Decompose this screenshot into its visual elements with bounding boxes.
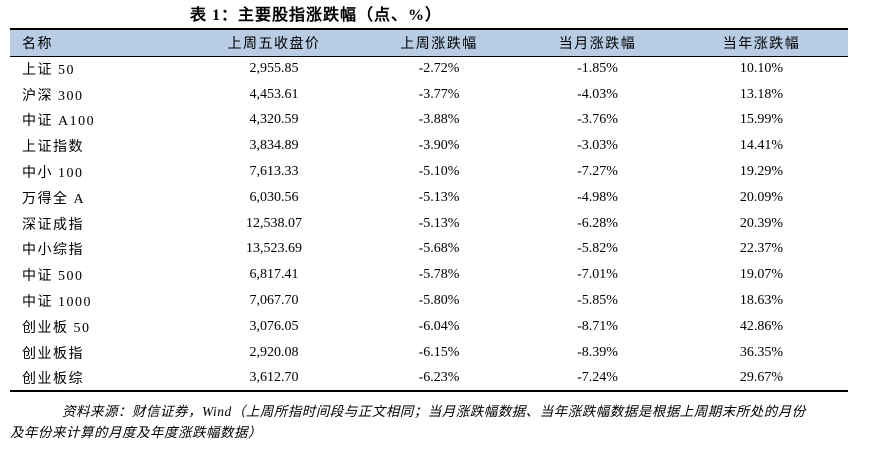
cell-name: 创业板指 — [22, 346, 84, 362]
cell-month: -7.24% — [577, 369, 618, 385]
cell-name: 中证 A100 — [22, 114, 96, 130]
cell-month: -4.98% — [577, 189, 618, 205]
cell-week: -5.13% — [418, 189, 460, 205]
cell-name: 创业板综 — [22, 371, 84, 387]
cell-close: 2,920.08 — [249, 344, 299, 360]
cell-week: -5.13% — [418, 215, 460, 231]
cell-name: 万得全 A — [22, 191, 86, 207]
cell-month: -3.76% — [577, 112, 618, 128]
cell-name: 创业板 50 — [22, 320, 91, 336]
cell-close: 4,320.59 — [249, 112, 299, 128]
cell-year: 15.99% — [739, 112, 784, 128]
cell-close: 3,834.89 — [249, 138, 299, 154]
cell-month: -4.03% — [577, 86, 618, 102]
cell-week: -6.04% — [418, 318, 460, 334]
table-row: 创业板综 3,612.70 -6.23% -7.24% 29.67% — [10, 366, 848, 392]
cell-month: -5.82% — [577, 241, 618, 257]
cell-close: 6,030.56 — [249, 189, 299, 205]
cell-name: 上证 50 — [22, 63, 75, 79]
cell-month: -8.39% — [577, 344, 618, 360]
table-row: 沪深 300 4,453.61 -3.77% -4.03% 13.18% — [10, 82, 848, 108]
cell-name: 深证成指 — [22, 217, 84, 233]
header-year-change: 当年涨跌幅 — [722, 36, 801, 52]
table-row: 上证 50 2,955.85 -2.72% -1.85% 10.10% — [10, 56, 848, 82]
cell-close: 6,817.41 — [249, 267, 299, 283]
header-name: 名称 — [22, 36, 53, 52]
cell-close: 12,538.07 — [246, 215, 302, 231]
cell-year: 19.29% — [739, 164, 784, 180]
cell-name: 中证 1000 — [22, 295, 92, 311]
cell-week: -5.68% — [418, 241, 460, 257]
table-row: 中证 1000 7,067.70 -5.80% -5.85% 18.63% — [10, 288, 848, 314]
cell-name: 上证指数 — [22, 140, 84, 156]
header-close-price: 上周五收盘价 — [227, 36, 321, 52]
cell-name: 中小 100 — [22, 166, 84, 182]
source-footnote: 资料来源：财信证券，Wind（上周所指时间段与正文相同；当月涨跌幅数据、当年涨跌… — [10, 401, 855, 443]
cell-year: 42.86% — [739, 318, 784, 334]
cell-week: -2.72% — [418, 61, 460, 77]
cell-week: -5.80% — [418, 293, 460, 309]
cell-year: 19.07% — [739, 267, 784, 283]
table-row: 中小综指 13,523.69 -5.68% -5.82% 22.37% — [10, 237, 848, 263]
table-row: 创业板 50 3,076.05 -6.04% -8.71% 42.86% — [10, 314, 848, 340]
cell-month: -8.71% — [577, 318, 618, 334]
table-row: 中证 A100 4,320.59 -3.88% -3.76% 15.99% — [10, 108, 848, 134]
cell-month: -1.85% — [577, 61, 618, 77]
table-row: 中小 100 7,613.33 -5.10% -7.27% 19.29% — [10, 159, 848, 185]
cell-close: 2,955.85 — [249, 61, 299, 77]
cell-week: -3.90% — [418, 138, 460, 154]
cell-year: 13.18% — [739, 86, 784, 102]
table-row: 深证成指 12,538.07 -5.13% -6.28% 20.39% — [10, 211, 848, 237]
table-title: 表 1：主要股指涨跌幅（点、%） — [190, 7, 443, 24]
cell-close: 3,612.70 — [249, 369, 299, 385]
cell-month: -7.01% — [577, 267, 618, 283]
cell-close: 4,453.61 — [249, 86, 299, 102]
table-row: 上证指数 3,834.89 -3.90% -3.03% 14.41% — [10, 133, 848, 159]
cell-year: 22.37% — [739, 241, 784, 257]
header-week-change: 上周涨跌幅 — [400, 36, 478, 52]
cell-name: 中小综指 — [22, 243, 84, 259]
header-month-change: 当月涨跌幅 — [558, 36, 637, 52]
cell-close: 3,076.05 — [249, 318, 299, 334]
cell-week: -3.77% — [418, 86, 460, 102]
cell-week: -6.15% — [418, 344, 460, 360]
cell-month: -5.85% — [577, 293, 618, 309]
cell-week: -5.78% — [418, 267, 460, 283]
index-performance-table: 名称 上周五收盘价 上周涨跌幅 当月涨跌幅 当年涨跌幅 上证 50 2,955.8… — [10, 28, 848, 393]
table-body: 上证 50 2,955.85 -2.72% -1.85% 10.10% 沪深 300 4,4… — [10, 56, 848, 391]
table-row: 中证 500 6,817.41 -5.78% -7.01% 19.07% — [10, 262, 848, 288]
cell-week: -6.23% — [418, 369, 460, 385]
cell-close: 13,523.69 — [246, 241, 302, 257]
cell-year: 36.35% — [739, 344, 784, 360]
table-row: 创业板指 2,920.08 -6.15% -8.39% 36.35% — [10, 340, 848, 366]
cell-name: 中证 500 — [22, 269, 84, 285]
cell-week: -5.10% — [418, 164, 460, 180]
cell-year: 20.09% — [739, 189, 784, 205]
cell-year: 18.63% — [739, 293, 784, 309]
cell-year: 29.67% — [739, 369, 784, 385]
cell-close: 7,613.33 — [249, 164, 299, 180]
cell-name: 沪深 300 — [22, 88, 84, 104]
cell-month: -6.28% — [577, 215, 618, 231]
footnote-line-1: 资料来源：财信证券，Wind（上周所指时间段与正文相同；当月涨跌幅数据、当年涨跌… — [62, 404, 806, 420]
cell-year: 10.10% — [739, 61, 784, 77]
report-table-section: 表 1：主要股指涨跌幅（点、%） 名称 上周五收盘价 上周涨跌幅 当月涨跌幅 当… — [0, 4, 872, 454]
table-row: 万得全 A 6,030.56 -5.13% -4.98% 20.09% — [10, 185, 848, 211]
cell-close: 7,067.70 — [249, 293, 299, 309]
cell-month: -7.27% — [577, 164, 618, 180]
cell-year: 14.41% — [739, 138, 784, 154]
header-row: 名称 上周五收盘价 上周涨跌幅 当月涨跌幅 当年涨跌幅 — [10, 29, 848, 56]
cell-year: 20.39% — [739, 215, 784, 231]
footnote-line-2: 及年份来计算的月度及年度涨跌幅数据） — [10, 425, 262, 441]
cell-month: -3.03% — [577, 138, 618, 154]
cell-week: -3.88% — [418, 112, 460, 128]
table-header: 名称 上周五收盘价 上周涨跌幅 当月涨跌幅 当年涨跌幅 — [10, 29, 848, 56]
